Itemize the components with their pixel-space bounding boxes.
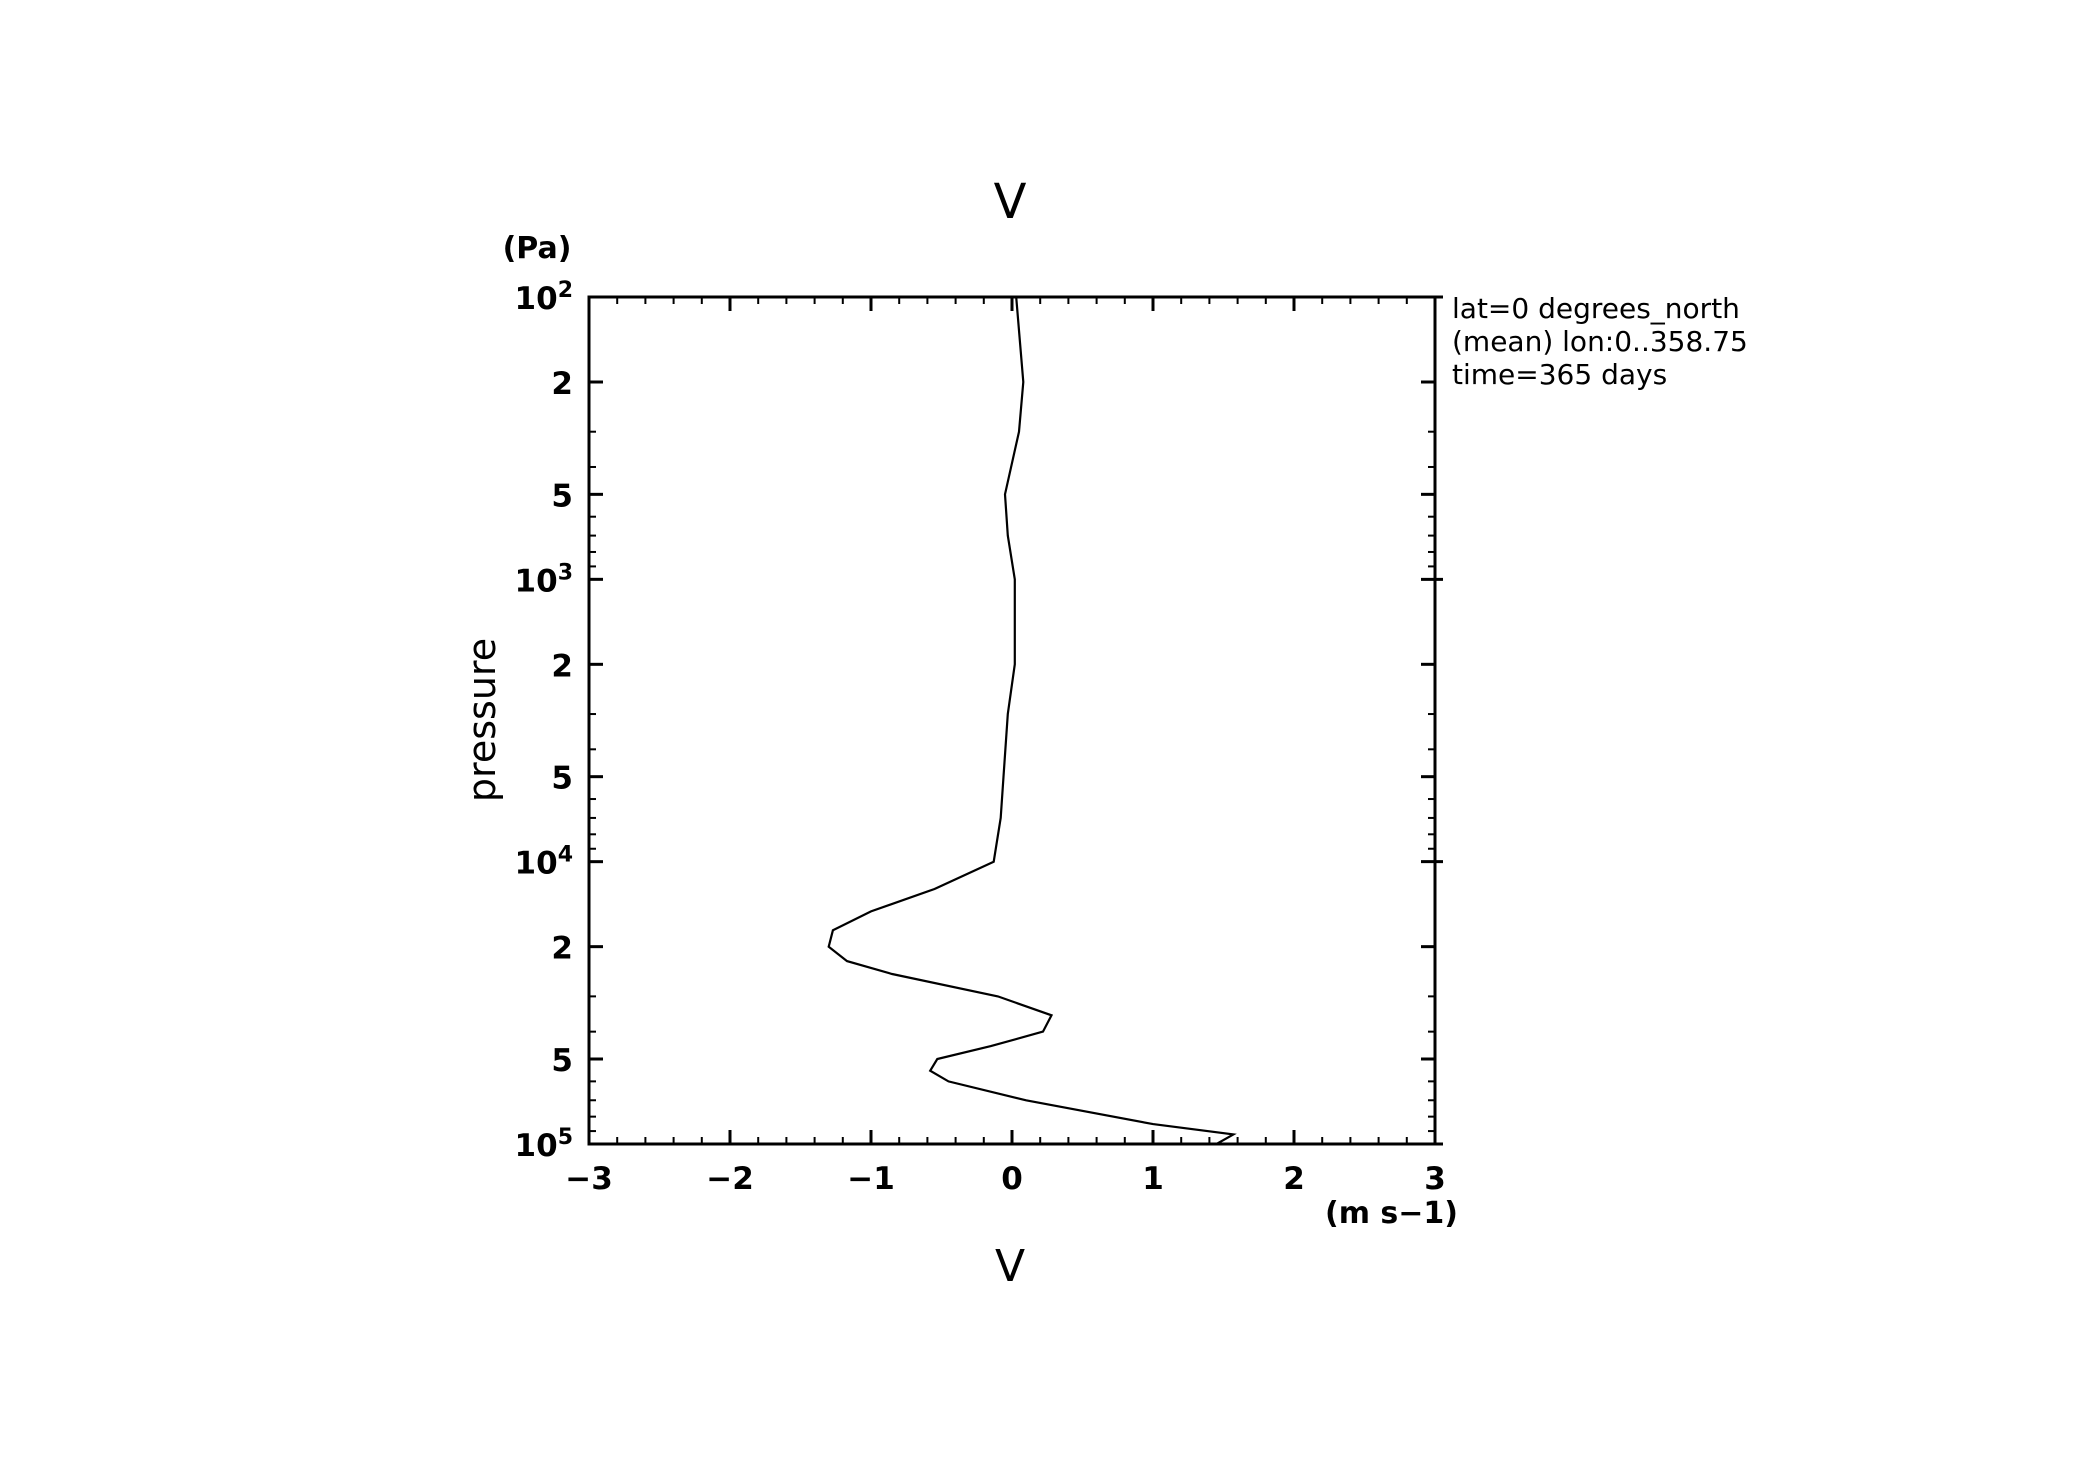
tick-marks (587, 295, 1443, 1146)
y-tick-label: 2 (551, 648, 573, 684)
x-tick-label: 1 (1142, 1161, 1164, 1197)
x-tick-labels: −3 −2 −1 0 1 2 3 (565, 1161, 1446, 1197)
x-tick-label: 2 (1283, 1161, 1305, 1197)
y-tick-label: 5 (551, 1043, 573, 1079)
x-tick-label: −1 (847, 1161, 895, 1197)
annotation-line: time=365 days (1452, 358, 1667, 391)
y-tick-label: 105 (515, 1125, 573, 1164)
x-axis-unit: (m s−1) (1325, 1196, 1458, 1231)
y-tick-label: 5 (551, 761, 573, 797)
y-tick-label: 2 (551, 366, 573, 402)
x-axis-label: V (995, 1241, 1025, 1292)
y-tick-labels: 102 2 5 103 2 5 104 2 5 105 (515, 278, 573, 1164)
annotation-block: lat=0 degrees_north(mean) lon:0..358.75t… (1452, 292, 1748, 391)
annotation-line: (mean) lon:0..358.75 (1452, 325, 1748, 358)
y-tick-label: 5 (551, 478, 573, 514)
y-tick-label: 104 (515, 843, 573, 882)
x-tick-label: 0 (1001, 1161, 1023, 1197)
y-axis-unit: (Pa) (503, 231, 572, 266)
y-tick-label: 102 (515, 278, 573, 317)
x-tick-label: −2 (706, 1161, 754, 1197)
chart-title: V (994, 174, 1027, 230)
annotation-line: lat=0 degrees_north (1452, 292, 1740, 325)
series-line (827, 296, 1237, 1145)
x-tick-label: 3 (1424, 1161, 1446, 1197)
y-axis-label: pressure (460, 638, 504, 802)
plot-frame (587, 295, 1437, 1146)
y-tick-label: 2 (551, 931, 573, 967)
y-tick-label: 103 (515, 560, 573, 599)
x-tick-label: −3 (565, 1161, 613, 1197)
